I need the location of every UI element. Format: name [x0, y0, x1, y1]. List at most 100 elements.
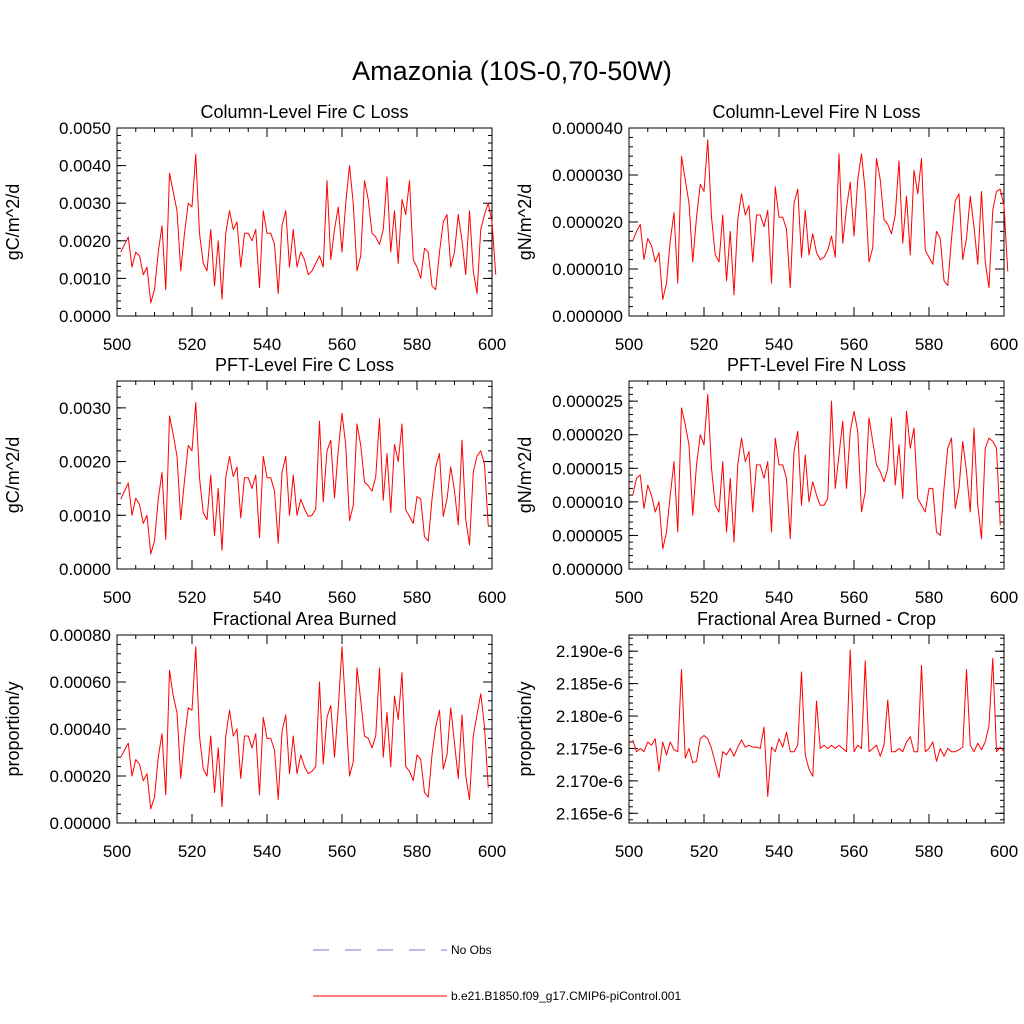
panels: Column-Level Fire C Loss gC/m^2/d 500 520 54… — [3, 102, 1018, 861]
y-tick-label: 2.180e-6 — [556, 707, 623, 726]
chart-title: Column-Level Fire C Loss — [200, 102, 408, 122]
series-line-1 — [632, 393, 1001, 550]
series-line-1 — [120, 401, 489, 555]
y-tick-label: 0.000000 — [552, 560, 623, 579]
x-tick-label: 560 — [328, 335, 356, 354]
y-tick-label: 0.00080 — [50, 626, 111, 645]
y-axis-label: gC/m^2/d — [3, 437, 23, 513]
chart-title: Column-Level Fire N Loss — [712, 102, 920, 122]
y-tick-label: 0.0030 — [59, 399, 111, 418]
y-tick-label: 0.000025 — [552, 392, 623, 411]
series-line-1 — [632, 649, 1005, 797]
x-tick-label: 540 — [253, 842, 281, 861]
y-tick-label: 2.175e-6 — [556, 739, 623, 758]
x-tick-label: 580 — [403, 842, 431, 861]
x-tick-label: 500 — [615, 588, 643, 607]
chart-panel-6: Fractional Area Burned - Crop proportion/… — [515, 609, 1018, 861]
x-tick-label: 600 — [990, 842, 1018, 861]
x-tick-label: 600 — [478, 335, 506, 354]
x-tick-label: 600 — [478, 842, 506, 861]
y-tick-label: 2.165e-6 — [556, 804, 623, 823]
y-tick-label: 0.0000 — [59, 560, 111, 579]
y-tick-label: 0.000040 — [552, 119, 623, 138]
y-axis-label: gN/m^2/d — [515, 184, 535, 260]
x-tick-label: 520 — [178, 842, 206, 861]
x-tick-label: 560 — [328, 588, 356, 607]
x-tick-label: 500 — [103, 335, 131, 354]
chart-panel-2: Column-Level Fire N Loss gN/m^2/d 500 520 54… — [515, 102, 1018, 354]
y-tick-label: 2.170e-6 — [556, 772, 623, 791]
y-tick-label: 0.0040 — [59, 157, 111, 176]
x-tick-label: 580 — [915, 588, 943, 607]
x-tick-label: 580 — [915, 842, 943, 861]
x-tick-label: 600 — [990, 335, 1018, 354]
y-tick-label: 0.000020 — [552, 213, 623, 232]
chart-panel-4: PFT-Level Fire N Loss gN/m^2/d 500 520 540 56… — [515, 355, 1018, 607]
y-axis-label: gC/m^2/d — [3, 184, 23, 260]
y-tick-label: 0.000010 — [552, 260, 623, 279]
y-tick-label: 0.0050 — [59, 119, 111, 138]
x-tick-label: 600 — [990, 588, 1018, 607]
series-line-1 — [120, 646, 489, 810]
y-tick-label: 0.0010 — [59, 269, 111, 288]
plot-frame — [116, 380, 493, 570]
x-tick-label: 520 — [690, 842, 718, 861]
y-tick-label: 0.00020 — [50, 767, 111, 786]
x-tick-label: 560 — [328, 842, 356, 861]
plot-frame — [628, 380, 1005, 570]
series-line-1 — [632, 139, 1009, 301]
x-tick-label: 600 — [478, 588, 506, 607]
x-tick-label: 540 — [765, 588, 793, 607]
x-tick-label: 500 — [103, 588, 131, 607]
y-tick-label: 2.185e-6 — [556, 675, 623, 694]
chart-title: Fractional Area Burned - Crop — [697, 609, 936, 629]
y-tick-label: 0.000020 — [552, 426, 623, 445]
y-tick-label: 0.000030 — [552, 166, 623, 185]
x-tick-label: 580 — [403, 335, 431, 354]
y-axis-label: proportion/y — [3, 681, 23, 776]
y-tick-label: 0.0010 — [59, 506, 111, 525]
chart-title: PFT-Level Fire C Loss — [215, 355, 394, 375]
y-tick-label: 2.190e-6 — [556, 642, 623, 661]
legend-label-model: b.e21.B1850.f09_g17.CMIP6-piControl.001 — [451, 989, 681, 1003]
x-tick-label: 520 — [178, 588, 206, 607]
y-tick-label: 0.00000 — [50, 814, 111, 833]
y-tick-label: 0.0020 — [59, 232, 111, 251]
y-tick-label: 0.0030 — [59, 194, 111, 213]
plot-frame — [628, 127, 1005, 317]
x-tick-label: 560 — [840, 588, 868, 607]
y-axis-label: proportion/y — [515, 681, 535, 776]
plot-frame — [628, 634, 1005, 824]
y-tick-label: 0.0020 — [59, 453, 111, 472]
x-tick-label: 500 — [615, 335, 643, 354]
x-tick-label: 540 — [253, 335, 281, 354]
y-tick-label: 0.000010 — [552, 493, 623, 512]
chart-panel-3: PFT-Level Fire C Loss gC/m^2/d 500 520 540 56… — [3, 355, 506, 607]
y-tick-label: 0.000005 — [552, 526, 623, 545]
chart-title: Fractional Area Burned — [212, 609, 396, 629]
figure-title: Amazonia (10S-0,70-50W) — [352, 56, 672, 86]
x-tick-label: 520 — [690, 335, 718, 354]
x-tick-label: 560 — [840, 335, 868, 354]
y-tick-label: 0.0000 — [59, 307, 111, 326]
x-tick-label: 520 — [178, 335, 206, 354]
chart-panel-1: Column-Level Fire C Loss gC/m^2/d 500 520 54… — [3, 102, 506, 354]
chart-panel-5: Fractional Area Burned proportion/y 500 520… — [3, 609, 506, 861]
x-tick-label: 540 — [253, 588, 281, 607]
x-tick-label: 500 — [103, 842, 131, 861]
x-tick-label: 540 — [765, 335, 793, 354]
x-tick-label: 520 — [690, 588, 718, 607]
series-line-1 — [120, 153, 497, 304]
chart-title: PFT-Level Fire N Loss — [727, 355, 906, 375]
x-tick-label: 560 — [840, 842, 868, 861]
y-tick-label: 0.00060 — [50, 673, 111, 692]
y-axis-label: gN/m^2/d — [515, 437, 535, 513]
x-tick-label: 500 — [615, 842, 643, 861]
y-tick-label: 0.000015 — [552, 459, 623, 478]
y-tick-label: 0.000000 — [552, 307, 623, 326]
x-tick-label: 540 — [765, 842, 793, 861]
x-tick-label: 580 — [915, 335, 943, 354]
legend-label-no-obs: No Obs — [451, 943, 492, 957]
legend: No Obs b.e21.B1850.f09_g17.CMIP6-piContr… — [313, 943, 681, 1003]
